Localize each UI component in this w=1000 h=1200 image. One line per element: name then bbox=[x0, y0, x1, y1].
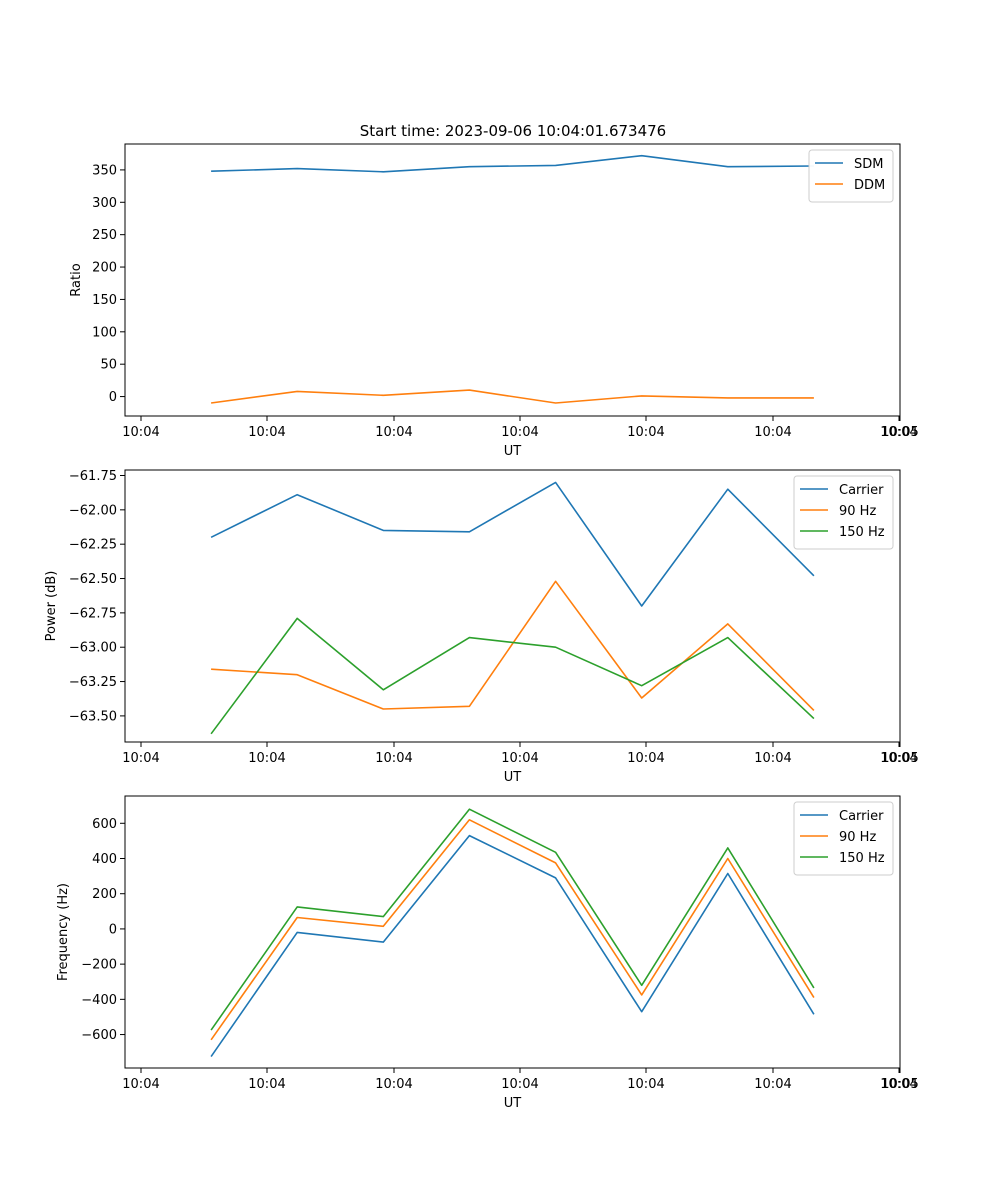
x-tick-label: 10:04 bbox=[122, 751, 159, 766]
y-axis-label: Power (dB) bbox=[44, 571, 59, 642]
y-tick-label: 200 bbox=[92, 887, 117, 902]
y-tick-label: 350 bbox=[92, 163, 117, 178]
x-tick-label: 10:05 bbox=[881, 425, 918, 440]
series-line-150-hz bbox=[210, 808, 815, 1031]
legend: Carrier 90 Hz 150 Hz bbox=[793, 475, 894, 550]
y-tick-label: 400 bbox=[92, 852, 117, 867]
series-line-sdm bbox=[211, 154, 814, 173]
y-tick-label: 0 bbox=[109, 390, 117, 405]
chart-panel-2: 10:04 10:04 10:04 10:04 10:04 10:04 10:0410:05… bbox=[44, 469, 919, 785]
legend-label: 90 Hz bbox=[839, 504, 876, 519]
y-tick-label: −63.50 bbox=[69, 709, 117, 724]
x-tick-label: 10:04 bbox=[754, 1077, 791, 1092]
plot-frame bbox=[124, 143, 901, 417]
x-tick-label: 10:04 bbox=[754, 425, 791, 440]
y-tick-label: 150 bbox=[92, 293, 117, 308]
x-tick-label: 10:04 bbox=[880, 751, 917, 766]
x-tick-label: 10:04 bbox=[248, 425, 285, 440]
x-tick-label: 10:04 bbox=[627, 1077, 664, 1092]
series-line-150-hz bbox=[210, 617, 815, 735]
x-axis-label: UT bbox=[504, 770, 522, 785]
x-tick-label: 10:04 bbox=[880, 425, 917, 440]
y-tick-label: 100 bbox=[92, 325, 117, 340]
x-tick-label: 10:04 bbox=[501, 425, 538, 440]
x-tick-label: 10:04 bbox=[501, 1077, 538, 1092]
y-tick-label: 0 bbox=[109, 922, 117, 937]
legend-label: SDM bbox=[854, 157, 883, 172]
series-line-90-hz bbox=[210, 818, 815, 1041]
y-axis-label: Ratio bbox=[69, 263, 84, 296]
y-tick-label: −62.75 bbox=[69, 606, 117, 621]
y-tick-label: 50 bbox=[100, 358, 117, 373]
x-tick-label: 10:04 bbox=[627, 425, 664, 440]
chart-panel-3: 10:04 10:04 10:04 10:04 10:04 10:04 10:0410:05… bbox=[56, 795, 919, 1111]
chart-panel-1: 10:04 10:04 10:04 10:04 10:04 10:04 10:0410:05… bbox=[69, 143, 919, 459]
chart-title: Start time: 2023-09-06 10:04:01.673476 bbox=[360, 122, 666, 140]
y-tick-label: −600 bbox=[81, 1028, 117, 1043]
legend-label: 90 Hz bbox=[839, 830, 876, 845]
x-tick-label: 10:04 bbox=[627, 751, 664, 766]
legend: SDM DDM bbox=[808, 149, 894, 203]
y-tick-label: −61.75 bbox=[69, 469, 117, 484]
plot-frame bbox=[124, 795, 901, 1069]
x-tick-label: 10:04 bbox=[122, 425, 159, 440]
series-line-ddm bbox=[210, 389, 814, 404]
x-tick-label: 10:04 bbox=[754, 751, 791, 766]
legend: Carrier 90 Hz 150 Hz bbox=[793, 801, 894, 876]
x-axis-label: UT bbox=[504, 1096, 522, 1111]
legend-label: 150 Hz bbox=[839, 851, 885, 866]
y-tick-label: −200 bbox=[81, 958, 117, 973]
x-tick-label: 10:04 bbox=[248, 751, 285, 766]
legend-label: 150 Hz bbox=[839, 525, 885, 540]
y-tick-label: −62.50 bbox=[69, 572, 117, 587]
x-tick-label: 10:05 bbox=[881, 751, 918, 766]
x-axis-label: UT bbox=[504, 444, 522, 459]
y-tick-label: −63.00 bbox=[69, 641, 117, 656]
series-line-carrier bbox=[210, 481, 815, 607]
y-tick-label: 600 bbox=[92, 817, 117, 832]
y-tick-label: 300 bbox=[92, 196, 117, 211]
series-line-90-hz bbox=[211, 580, 815, 711]
plot-frame bbox=[124, 469, 901, 743]
y-axis-label: Frequency (Hz) bbox=[56, 883, 71, 981]
y-tick-label: −62.00 bbox=[69, 503, 117, 518]
x-tick-label: 10:04 bbox=[122, 1077, 159, 1092]
x-tick-label: 10:05 bbox=[881, 1077, 918, 1092]
x-tick-label: 10:04 bbox=[375, 751, 412, 766]
y-tick-label: 200 bbox=[92, 261, 117, 276]
x-tick-label: 10:04 bbox=[880, 1077, 917, 1092]
x-tick-label: 10:04 bbox=[501, 751, 538, 766]
legend-label: Carrier bbox=[839, 483, 884, 498]
y-tick-label: 250 bbox=[92, 228, 117, 243]
series-line-carrier bbox=[210, 834, 815, 1058]
x-tick-label: 10:04 bbox=[248, 1077, 285, 1092]
legend-label: DDM bbox=[854, 178, 885, 193]
legend-label: Carrier bbox=[839, 809, 884, 824]
y-tick-label: −62.25 bbox=[69, 538, 117, 553]
y-tick-label: −63.25 bbox=[69, 675, 117, 690]
x-tick-label: 10:04 bbox=[375, 425, 412, 440]
y-tick-label: −400 bbox=[81, 993, 117, 1008]
x-tick-label: 10:04 bbox=[375, 1077, 412, 1092]
